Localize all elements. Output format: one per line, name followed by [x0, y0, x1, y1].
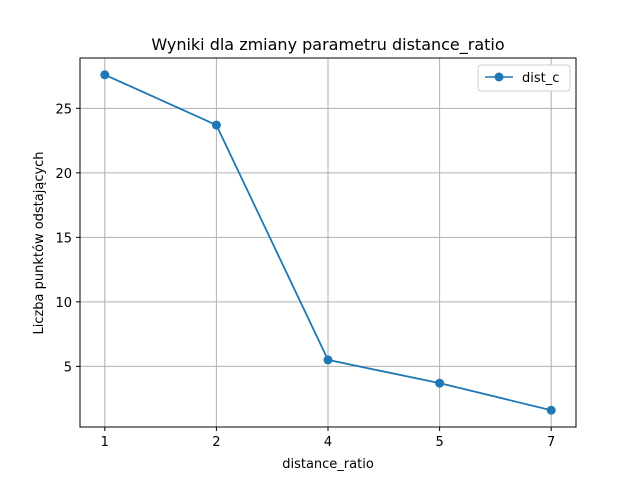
legend-box [477, 64, 571, 92]
legend: dist_c [477, 64, 571, 92]
y-tick-label: 20 [55, 167, 72, 182]
y-tick-label: 10 [55, 296, 72, 311]
x-tick-label: 5 [435, 435, 443, 450]
x-tick-label: 7 [547, 435, 555, 450]
data-point [100, 70, 110, 80]
series-layer [100, 70, 556, 415]
x-tick-label: 4 [324, 435, 332, 450]
legend-marker [494, 72, 504, 82]
y-axis-label: Liczba punktów odstających [32, 151, 47, 334]
grid [80, 58, 576, 427]
y-tick-label: 15 [55, 231, 72, 246]
legend-label: dist_c [522, 71, 559, 86]
data-point [211, 120, 221, 130]
x-tick-label: 1 [101, 435, 109, 450]
data-point [435, 378, 445, 388]
y-tick-label: 25 [55, 102, 72, 117]
chart-title: Wyniki dla zmiany parametru distance_rat… [151, 35, 504, 55]
x-axis-label: distance_ratio [282, 457, 374, 472]
data-point [323, 355, 333, 365]
data-point [546, 405, 556, 415]
y-tick-label: 5 [64, 360, 72, 375]
x-tick-label: 2 [212, 435, 220, 450]
axis-ticks: 1 2 4 5 7 5 10 15 20 25 [55, 102, 555, 450]
